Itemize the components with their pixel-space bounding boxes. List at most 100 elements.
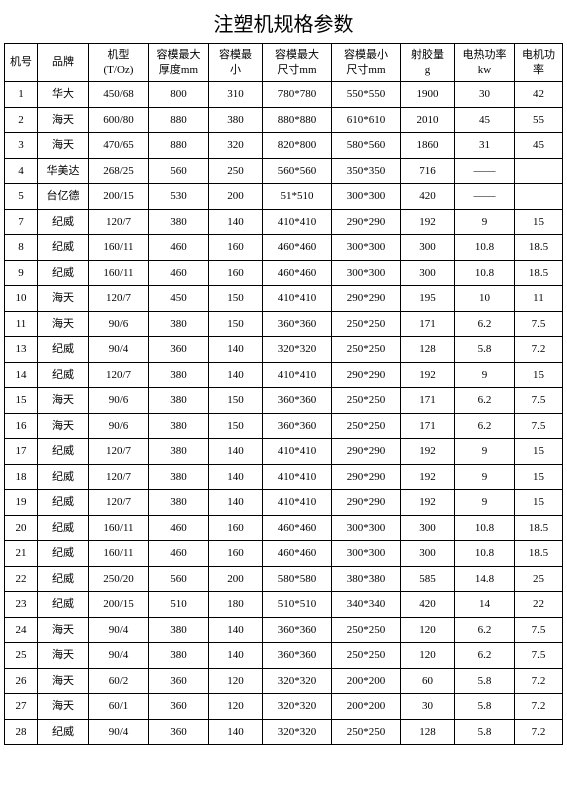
- table-cell: 250*250: [331, 719, 400, 745]
- table-cell: 9: [454, 490, 514, 516]
- table-row: 27海天60/1360120320*320200*200305.87.2: [5, 694, 563, 720]
- table-cell: 6.2: [454, 617, 514, 643]
- table-row: 15海天90/6380150360*360250*2501716.27.5: [5, 388, 563, 414]
- table-row: 21纪威160/11460160460*460300*30030010.818.…: [5, 541, 563, 567]
- table-cell: 360*360: [262, 617, 331, 643]
- table-cell: 300*300: [331, 235, 400, 261]
- table-cell: 海天: [38, 286, 89, 312]
- table-cell: 120: [400, 643, 454, 669]
- table-cell: 4: [5, 158, 38, 184]
- table-cell: 320*320: [262, 668, 331, 694]
- table-row: 17纪威120/7380140410*410290*290192915: [5, 439, 563, 465]
- table-cell: 15: [514, 490, 562, 516]
- table-cell: 200/15: [88, 592, 148, 618]
- table-cell: 6.2: [454, 311, 514, 337]
- table-cell: 560*560: [262, 158, 331, 184]
- table-cell: 纪威: [38, 515, 89, 541]
- table-cell: 150: [208, 286, 262, 312]
- table-cell: 150: [208, 388, 262, 414]
- table-cell: 290*290: [331, 209, 400, 235]
- table-cell: 90/4: [88, 643, 148, 669]
- table-cell: 410*410: [262, 286, 331, 312]
- table-cell: 250: [208, 158, 262, 184]
- page-title: 注塑机规格参数: [4, 8, 563, 37]
- table-cell: 30: [400, 694, 454, 720]
- table-cell: 17: [5, 439, 38, 465]
- table-cell: 160: [208, 515, 262, 541]
- table-cell: 纪威: [38, 209, 89, 235]
- table-cell: 268/25: [88, 158, 148, 184]
- table-cell: 360: [148, 694, 208, 720]
- table-cell: 18.5: [514, 235, 562, 261]
- table-cell: 380: [148, 311, 208, 337]
- table-cell: 200*200: [331, 668, 400, 694]
- table-cell: [514, 158, 562, 184]
- table-cell: 380: [148, 209, 208, 235]
- table-cell: 90/4: [88, 617, 148, 643]
- table-cell: 290*290: [331, 490, 400, 516]
- table-cell: 460*460: [262, 235, 331, 261]
- table-cell: 380: [148, 413, 208, 439]
- table-cell: 250*250: [331, 311, 400, 337]
- table-cell: 8: [5, 235, 38, 261]
- table-cell: 160/11: [88, 235, 148, 261]
- table-cell: 360: [148, 719, 208, 745]
- table-row: 16海天90/6380150360*360250*2501716.27.5: [5, 413, 563, 439]
- table-row: 3海天470/65880320820*800580*56018603145: [5, 133, 563, 159]
- table-cell: 585: [400, 566, 454, 592]
- table-cell: 10.8: [454, 235, 514, 261]
- table-cell: 9: [454, 464, 514, 490]
- table-cell: 140: [208, 209, 262, 235]
- table-cell: 192: [400, 209, 454, 235]
- table-cell: 10.8: [454, 541, 514, 567]
- column-header-3: 容模最大厚度mm: [148, 44, 208, 82]
- table-cell: 460: [148, 515, 208, 541]
- table-cell: 300*300: [331, 541, 400, 567]
- table-row: 2海天600/80880380880*880610*61020104555: [5, 107, 563, 133]
- table-cell: 380: [148, 617, 208, 643]
- table-cell: 420: [400, 592, 454, 618]
- table-row: 18纪威120/7380140410*410290*290192915: [5, 464, 563, 490]
- table-cell: 171: [400, 311, 454, 337]
- table-cell: 192: [400, 490, 454, 516]
- table-cell: 140: [208, 337, 262, 363]
- table-cell: 16: [5, 413, 38, 439]
- table-cell: 450: [148, 286, 208, 312]
- table-cell: 200: [208, 566, 262, 592]
- table-cell: 24: [5, 617, 38, 643]
- table-cell: 10.8: [454, 260, 514, 286]
- table-cell: 820*800: [262, 133, 331, 159]
- table-cell: 华美达: [38, 158, 89, 184]
- table-cell: 11: [514, 286, 562, 312]
- table-cell: 600/80: [88, 107, 148, 133]
- table-cell: 200*200: [331, 694, 400, 720]
- spec-table: 机号品牌机型(T/Oz)容模最大厚度mm容模最小容模最大尺寸mm容模最小尺寸mm…: [4, 43, 563, 745]
- table-cell: 360: [148, 337, 208, 363]
- table-cell: 380: [208, 107, 262, 133]
- table-cell: 360*360: [262, 388, 331, 414]
- table-cell: 150: [208, 413, 262, 439]
- table-cell: 9: [454, 362, 514, 388]
- table-cell: 140: [208, 617, 262, 643]
- table-cell: 28: [5, 719, 38, 745]
- column-header-1: 品牌: [38, 44, 89, 82]
- table-cell: 7.2: [514, 337, 562, 363]
- table-row: 26海天60/2360120320*320200*200605.87.2: [5, 668, 563, 694]
- table-cell: 9: [5, 260, 38, 286]
- table-cell: 410*410: [262, 490, 331, 516]
- table-cell: 22: [514, 592, 562, 618]
- table-cell: 纪威: [38, 235, 89, 261]
- table-cell: 25: [514, 566, 562, 592]
- table-cell: 1860: [400, 133, 454, 159]
- table-cell: 6.2: [454, 643, 514, 669]
- table-body: 1华大450/68800310780*780550*550190030422海天…: [5, 82, 563, 745]
- table-cell: 128: [400, 719, 454, 745]
- table-row: 24海天90/4380140360*360250*2501206.27.5: [5, 617, 563, 643]
- table-cell: 290*290: [331, 439, 400, 465]
- table-cell: 19: [5, 490, 38, 516]
- table-cell: 18.5: [514, 541, 562, 567]
- table-cell: 海天: [38, 107, 89, 133]
- table-cell: 120/7: [88, 439, 148, 465]
- table-cell: 250*250: [331, 388, 400, 414]
- table-cell: 300*300: [331, 260, 400, 286]
